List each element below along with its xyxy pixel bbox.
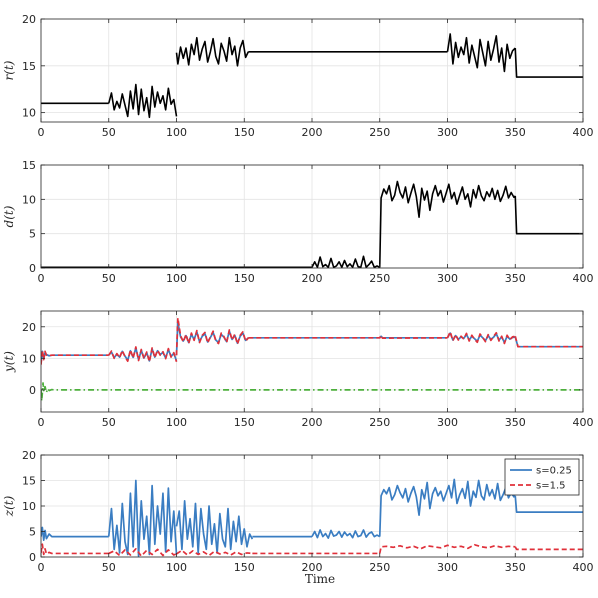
x-tick-label: 100 — [166, 561, 187, 574]
series-line-segment — [514, 47, 583, 78]
y-tick-label: 5 — [29, 526, 36, 539]
x-tick-label: 0 — [38, 416, 45, 429]
series-line-segment — [176, 549, 253, 557]
subplot-4: 0 50 100 150 200 250 300 350 400 0 5 10 15 20 z(t) s=0.… — [2, 449, 594, 574]
series-line-segment — [446, 330, 516, 345]
series-line-segment — [41, 349, 109, 365]
y-axis-label: d(t) — [2, 205, 16, 227]
y-axis-label: z(t) — [2, 495, 16, 517]
x-tick-label: 50 — [102, 126, 116, 139]
x-tick-label: 200 — [302, 561, 323, 574]
legend-label: s=0.25 — [536, 466, 572, 477]
y-tick-label: 20 — [22, 449, 36, 462]
x-tick-label: 200 — [302, 272, 323, 285]
x-tick-label: 0 — [38, 272, 45, 285]
series-line-segment — [514, 495, 583, 513]
x-tick-label: 350 — [505, 272, 526, 285]
y-tick-label: 5 — [29, 228, 36, 241]
y-tick-label: 15 — [22, 60, 36, 73]
series-line-segment — [175, 317, 249, 356]
series-line-segment — [41, 543, 109, 556]
x-tick-label: 50 — [102, 561, 116, 574]
x-tick-label: 150 — [234, 561, 255, 574]
x-tick-label: 0 — [38, 126, 45, 139]
y-tick-label: 10 — [22, 107, 36, 120]
series-line-segment — [108, 547, 177, 557]
legend-box — [504, 458, 580, 496]
x-tick-label: 250 — [369, 561, 390, 574]
series-line-segment — [107, 479, 178, 557]
x-tick-label: 200 — [302, 416, 323, 429]
x-tick-label: 100 — [166, 416, 187, 429]
series-line-segment — [446, 332, 516, 344]
x-axis-label: Time — [305, 572, 335, 586]
y-axis-label: r(t) — [2, 60, 16, 80]
series-line-segment — [175, 500, 254, 554]
y-tick-label: 0 — [29, 551, 36, 564]
series-line-2 — [41, 317, 583, 365]
series-line-segment — [248, 335, 448, 339]
series-line-segment — [446, 33, 516, 73]
y-tick-label: 10 — [22, 352, 36, 365]
y-tick-label: 15 — [22, 475, 36, 488]
y-tick-label: 20 — [22, 321, 36, 334]
x-tick-label: 200 — [302, 126, 323, 139]
x-tick-label: 300 — [437, 561, 458, 574]
subplot-3: 0 50 100 150 200 250 300 350 400 0 10 20 y(t) — [2, 310, 594, 429]
x-tick-label: 300 — [437, 272, 458, 285]
x-tick-label: 250 — [369, 416, 390, 429]
x-tick-label: 400 — [573, 561, 594, 574]
x-tick-label: 300 — [437, 416, 458, 429]
legend: s=0.25 s=1.5 — [504, 458, 580, 496]
y-tick-label: 20 — [22, 13, 36, 26]
legend-label: s=1.5 — [536, 481, 566, 492]
series-line-1 — [41, 33, 583, 119]
y-tick-label: 0 — [29, 262, 36, 275]
subplot-2: 0 50 100 150 200 250 300 350 400 0 5 10 15 d(t) — [2, 159, 594, 285]
x-tick-label: 400 — [573, 416, 594, 429]
series-s=0.25 — [41, 478, 583, 557]
x-tick-label: 400 — [573, 126, 594, 139]
series-line-segment — [378, 543, 516, 554]
series-line-segment — [378, 478, 516, 537]
x-tick-label: 150 — [234, 272, 255, 285]
series-line-segment — [108, 346, 178, 363]
x-tick-label: 300 — [437, 126, 458, 139]
x-tick-label: 350 — [505, 126, 526, 139]
subplot-1: 0 50 100 150 200 250 300 350 400 10 15 20 r(t) — [2, 13, 594, 139]
x-tick-label: 250 — [369, 126, 390, 139]
y-axis-label: y(t) — [2, 351, 16, 373]
x-tick-label: 150 — [234, 126, 255, 139]
x-tick-label: 150 — [234, 416, 255, 429]
series-line-segment — [514, 195, 583, 235]
series-line-segment — [107, 83, 178, 119]
x-tick-label: 0 — [38, 561, 45, 574]
series-line-segment — [311, 529, 381, 539]
series-line-segment — [378, 180, 516, 268]
y-tick-label: 10 — [22, 193, 36, 206]
series-line-segment — [514, 336, 583, 348]
series-line-segment — [514, 546, 583, 551]
x-tick-label: 50 — [102, 272, 116, 285]
series-line-segment — [175, 36, 250, 67]
x-tick-label: 50 — [102, 416, 116, 429]
y-tick-label: 10 — [22, 500, 36, 513]
y-tick-label: 0 — [29, 384, 36, 397]
series-line-segment — [41, 382, 583, 402]
series-line-segment — [311, 255, 381, 268]
series-s=1.5 — [41, 543, 583, 557]
x-tick-label: 100 — [166, 272, 187, 285]
x-tick-label: 250 — [369, 272, 390, 285]
x-tick-label: 400 — [573, 272, 594, 285]
x-tick-label: 350 — [505, 561, 526, 574]
series-line-3 — [41, 382, 583, 402]
y-tick-label: 15 — [22, 159, 36, 172]
x-tick-label: 350 — [505, 416, 526, 429]
x-tick-label: 100 — [166, 126, 187, 139]
